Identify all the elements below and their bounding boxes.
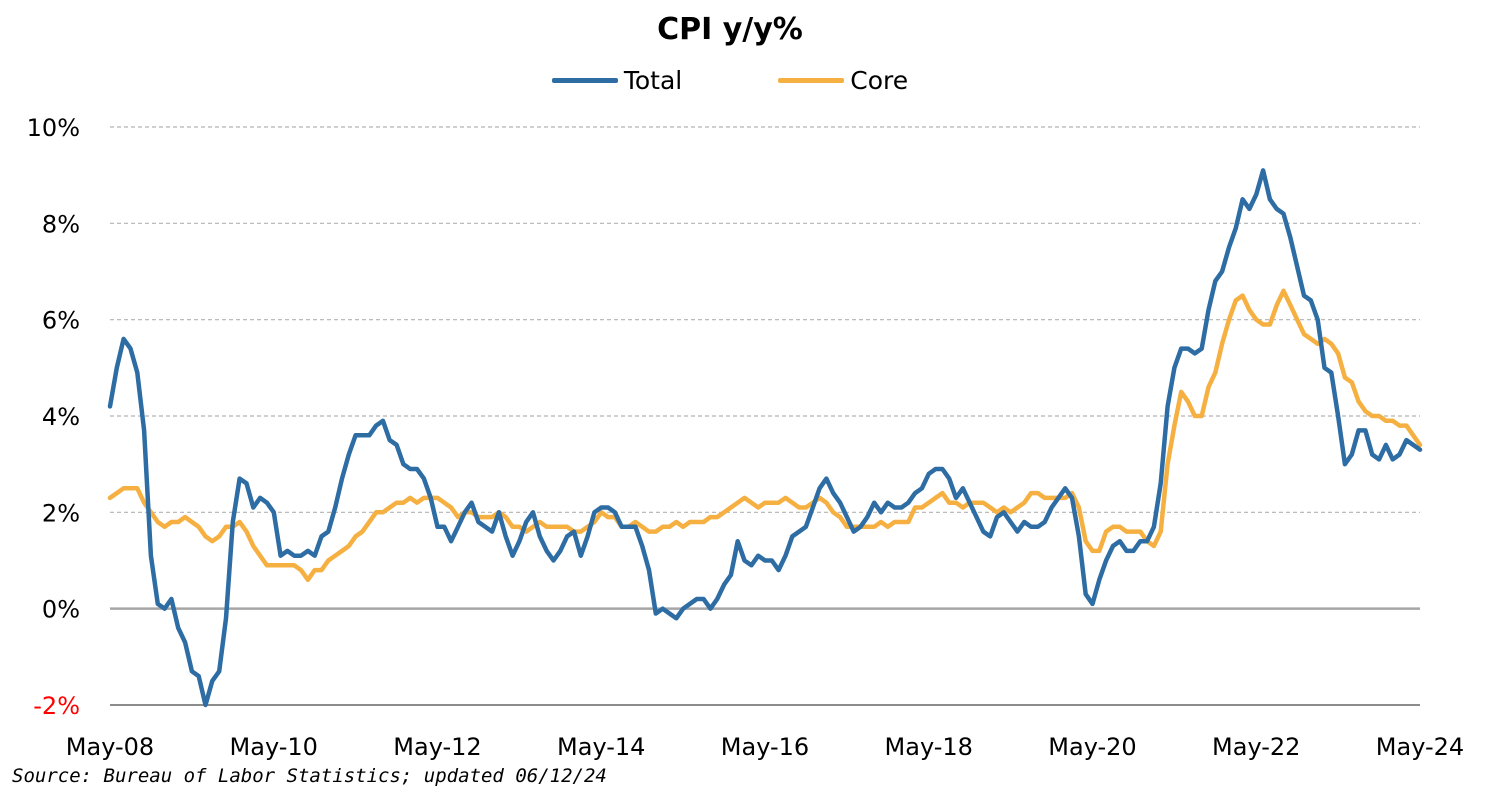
legend-swatch-total — [551, 78, 618, 83]
legend-swatch-core — [778, 78, 845, 83]
y-tick-label: 0% — [42, 596, 80, 624]
x-tick-label: May-24 — [1376, 733, 1464, 761]
y-tick-label: 4% — [42, 403, 80, 431]
y-tick-label: 8% — [42, 210, 80, 238]
series-line-total — [107, 168, 1423, 708]
series-line-core — [107, 288, 1423, 583]
legend-item-core: Core — [778, 66, 908, 95]
x-tick-label: May-12 — [393, 733, 481, 761]
y-tick-label: -2% — [33, 692, 80, 720]
x-tick-label: May-20 — [1048, 733, 1136, 761]
source-note: Source: Bureau of Labor Statistics; upda… — [12, 765, 607, 787]
x-tick-label: May-16 — [721, 733, 809, 761]
x-tick-label: May-22 — [1212, 733, 1300, 761]
x-tick-label: May-08 — [66, 733, 154, 761]
y-tick-label: 10% — [27, 114, 80, 142]
legend: Total Core — [0, 66, 1460, 95]
y-tick-label: 6% — [42, 307, 80, 335]
chart-title: CPI y/y% — [657, 12, 803, 47]
y-tick-label: 2% — [42, 499, 80, 527]
x-tick-label: May-14 — [557, 733, 645, 761]
legend-label-total: Total — [623, 66, 683, 95]
x-tick-label: May-10 — [230, 733, 318, 761]
legend-label-core: Core — [850, 66, 909, 95]
x-tick-label: May-18 — [885, 733, 973, 761]
legend-item-total: Total — [551, 66, 683, 95]
